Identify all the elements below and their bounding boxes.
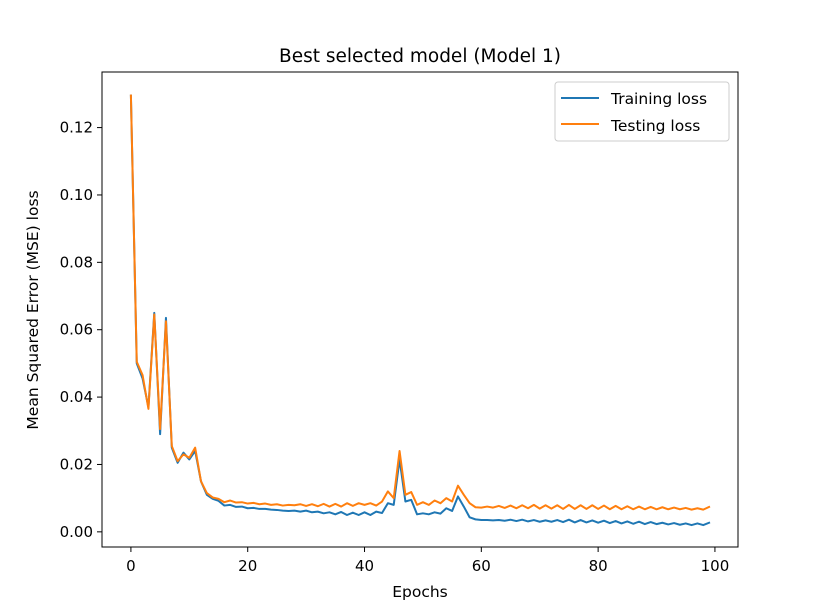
x-axis: 0 20 40 60 80 100 bbox=[126, 547, 729, 575]
legend-box bbox=[554, 81, 730, 142]
plot-frame bbox=[101, 71, 739, 548]
y-tick-label: 0.08 bbox=[60, 253, 93, 271]
x-tick-label: 40 bbox=[355, 557, 374, 575]
y-tick-label: 0.02 bbox=[60, 455, 93, 473]
legend-label-training: Training loss bbox=[610, 90, 707, 108]
legend: Training loss Testing loss bbox=[554, 81, 730, 142]
x-tick-label: 20 bbox=[238, 557, 257, 575]
series-layer bbox=[129, 94, 711, 527]
legend-label-testing: Testing loss bbox=[610, 117, 700, 135]
y-tick-label: 0.10 bbox=[60, 186, 93, 204]
chart-title: Best selected model (Model 1) bbox=[279, 46, 561, 67]
y-tick-label: 0.12 bbox=[60, 119, 93, 137]
y-tick-label: 0.06 bbox=[60, 321, 93, 339]
y-tick-label: 0.00 bbox=[60, 523, 93, 541]
y-tick-label: 0.04 bbox=[60, 388, 93, 406]
x-tick-label: 0 bbox=[126, 557, 136, 575]
y-axis: 0.00 0.02 0.04 0.06 0.08 0.10 0.12 bbox=[60, 119, 102, 541]
x-tick-label: 60 bbox=[472, 557, 491, 575]
x-tick-label: 80 bbox=[589, 557, 608, 575]
series-line-testing-loss bbox=[129, 94, 711, 511]
series-line-training-loss bbox=[129, 94, 711, 527]
y-axis-label: Mean Squared Error (MSE) loss bbox=[24, 190, 42, 429]
x-axis-label: Epochs bbox=[392, 583, 448, 601]
x-tick-label: 100 bbox=[701, 557, 730, 575]
